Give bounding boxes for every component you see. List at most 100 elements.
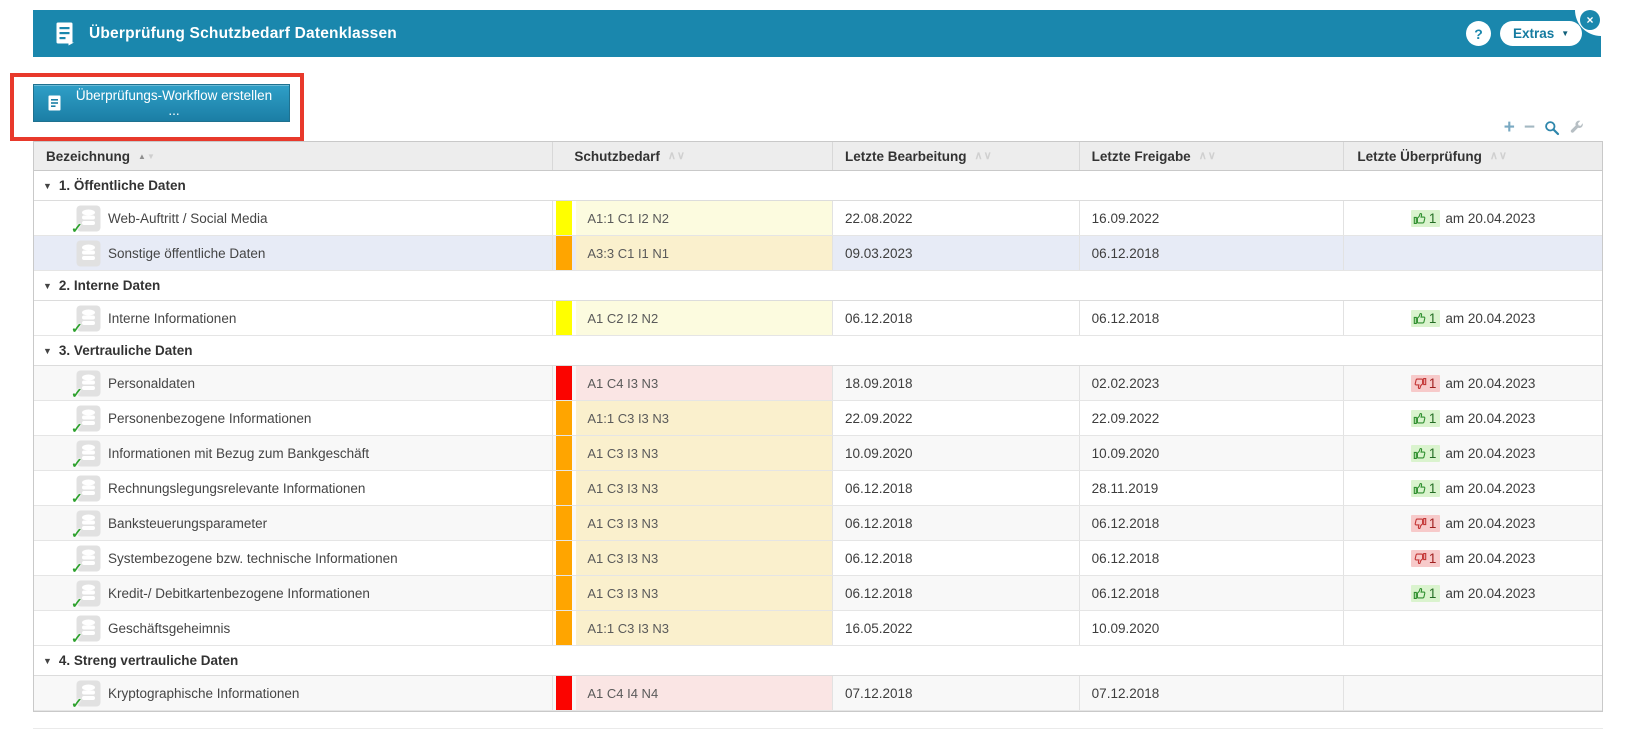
review-date: am 20.04.2023 <box>1445 375 1536 391</box>
letzte-freigabe-cell: 28.11.2019 <box>1080 471 1345 505</box>
document-icon <box>47 94 62 112</box>
remove-icon[interactable]: − <box>1523 117 1535 138</box>
group-row[interactable]: ▼ 3. Vertrauliche Daten <box>34 336 1602 366</box>
data-class-name: Geschäftsgeheimnis <box>108 620 231 636</box>
table-row[interactable]: ✓ Banksteuerungsparameter A1 C3 I3 N3 06.1… <box>34 506 1602 541</box>
thumbs-up-icon <box>1413 447 1426 459</box>
column-header-letzte-freigabe[interactable]: Letzte Freigabe ∧ ∨ <box>1080 142 1345 170</box>
name-cell: ✓ Kryptographische Informationen <box>34 676 554 711</box>
review-count: 1 <box>1428 310 1437 326</box>
extras-button[interactable]: Extras ▼ <box>1500 21 1583 46</box>
data-class-table: Bezeichnung ▲ ▼ Schutzbedarf ∧ ∨ Letzte Be… <box>33 141 1603 712</box>
name-cell: ✓ Web-Auftritt / Social Media <box>34 201 554 236</box>
data-class-name: Kryptographische Informationen <box>108 685 300 701</box>
thumbs-up-icon <box>1413 312 1426 324</box>
column-header-letzte-bearbeitung[interactable]: Letzte Bearbeitung ∧ ∨ <box>833 142 1080 170</box>
thumbs-down-icon <box>1414 552 1427 564</box>
data-class-icon: ✓ <box>71 370 101 401</box>
review-vote-badge: 1 <box>1410 209 1441 227</box>
letzte-ueberpruefung-cell: 1 am 20.04.2023 <box>1344 366 1602 400</box>
wrench-icon[interactable] <box>1569 120 1585 136</box>
table-row[interactable]: ✓ Geschäftsgeheimnis A1:1 C3 I3 N3 16.05.2… <box>34 611 1602 646</box>
table-row[interactable]: Sonstige öffentliche Daten A3:3 C1 I1 N1 0… <box>34 236 1602 271</box>
letzte-freigabe-cell: 06.12.2018 <box>1080 576 1345 610</box>
table-row[interactable]: ✓ Personaldaten A1 C4 I3 N3 18.09.2018 02.0… <box>34 366 1602 401</box>
severity-color-bar <box>556 471 573 505</box>
approved-check-icon: ✓ <box>71 489 83 506</box>
severity-color-bar <box>556 541 573 575</box>
schutzbedarf-cell: A1 C3 I3 N3 <box>553 471 833 505</box>
review-date: am 20.04.2023 <box>1445 585 1536 601</box>
name-cell: Sonstige öffentliche Daten <box>34 236 554 270</box>
data-class-name: Rechnungslegungsrelevante Informationen <box>108 480 366 496</box>
schutzbedarf-cell: A1 C3 I3 N3 <box>553 541 833 575</box>
table-row[interactable]: ✓ Interne Informationen A1 C2 I2 N2 06.12.… <box>34 301 1602 336</box>
data-class-icon: ✓ <box>71 205 101 236</box>
data-class-name: Sonstige öffentliche Daten <box>108 245 266 261</box>
letzte-ueberpruefung-cell: 1 am 20.04.2023 <box>1344 436 1602 470</box>
approved-check-icon: ✓ <box>71 524 83 541</box>
table-header-row: Bezeichnung ▲ ▼ Schutzbedarf ∧ ∨ Letzte Be… <box>34 142 1602 171</box>
table-row[interactable]: ✓ Rechnungslegungsrelevante Informatione… <box>34 471 1602 506</box>
table-row[interactable]: ✓ Kredit-/ Debitkartenbezogene Informati… <box>34 576 1602 611</box>
schutzbedarf-value: A1 C2 I2 N2 <box>576 301 832 335</box>
table-row[interactable]: ✓ Web-Auftritt / Social Media A1:1 C1 I2 … <box>34 201 1602 236</box>
group-row[interactable]: ▼ 2. Interne Daten <box>34 271 1602 301</box>
table-row[interactable]: ✓ Informationen mit Bezug zum Bankgeschä… <box>34 436 1602 471</box>
group-label: 3. Vertrauliche Daten <box>58 343 193 358</box>
data-class-name: Banksteuerungsparameter <box>108 515 268 531</box>
sort-icon: ▲ ▼ <box>138 151 155 161</box>
name-cell: ✓ Geschäftsgeheimnis <box>34 611 554 646</box>
column-label: Letzte Überprüfung <box>1357 148 1482 164</box>
letzte-ueberpruefung-cell: 1 am 20.04.2023 <box>1344 301 1602 335</box>
severity-color-bar <box>556 611 573 645</box>
review-vote-badge: 1 <box>1410 584 1441 602</box>
data-class-name: Informationen mit Bezug zum Bankgeschäft <box>108 445 370 461</box>
window-titlebar: Überprüfung Schutzbedarf Datenklassen ? … <box>33 0 1627 57</box>
table-row[interactable]: ✓ Kryptographische Informationen A1 C4 I4… <box>34 676 1602 711</box>
table-row[interactable]: ✓ Personenbezogene Informationen A1:1 C3 … <box>34 401 1602 436</box>
group-row[interactable]: ▼ 4. Streng vertrauliche Daten <box>34 646 1602 676</box>
table-row[interactable]: ✓ Systembezogene bzw. technische Informa… <box>34 541 1602 576</box>
letzte-ueberpruefung-cell: 1 am 20.04.2023 <box>1344 201 1602 235</box>
search-icon[interactable] <box>1544 120 1560 136</box>
letzte-bearbeitung-cell: 06.12.2018 <box>833 576 1080 610</box>
sort-icon: ∧ ∨ <box>1198 150 1216 162</box>
letzte-ueberpruefung-cell: 1 am 20.04.2023 <box>1344 541 1602 575</box>
page-bottom-divider <box>33 728 1603 729</box>
create-review-workflow-button[interactable]: Überprüfungs-Workflow erstellen ... <box>33 84 290 122</box>
severity-color-bar <box>556 436 573 470</box>
help-button[interactable]: ? <box>1466 21 1491 46</box>
letzte-bearbeitung-cell: 06.12.2018 <box>833 471 1080 505</box>
column-label: Letzte Freigabe <box>1091 148 1191 164</box>
letzte-freigabe-cell: 06.12.2018 <box>1080 541 1345 575</box>
add-icon[interactable]: + <box>1503 117 1515 138</box>
close-button[interactable]: × <box>1580 10 1600 30</box>
review-count: 1 <box>1428 480 1437 496</box>
schutzbedarf-cell: A1 C2 I2 N2 <box>553 301 833 335</box>
name-cell: ✓ Banksteuerungsparameter <box>34 506 554 541</box>
column-header-bezeichnung[interactable]: Bezeichnung ▲ ▼ <box>34 142 554 170</box>
review-count: 1 <box>1428 585 1437 601</box>
letzte-bearbeitung-cell: 07.12.2018 <box>833 676 1080 710</box>
sort-icon: ∧ ∨ <box>974 150 992 162</box>
letzte-freigabe-cell: 07.12.2018 <box>1080 676 1345 710</box>
column-header-schutzbedarf[interactable]: Schutzbedarf ∧ ∨ <box>553 142 833 170</box>
group-row[interactable]: ▼ 1. Öffentliche Daten <box>34 171 1602 201</box>
chevron-down-icon: ▼ <box>1561 29 1570 38</box>
name-cell: ✓ Rechnungslegungsrelevante Informatione… <box>34 471 554 506</box>
schutzbedarf-value: A1 C3 I3 N3 <box>576 506 832 540</box>
column-label: Bezeichnung <box>46 148 131 164</box>
letzte-bearbeitung-cell: 22.09.2022 <box>833 401 1080 435</box>
letzte-freigabe-cell: 06.12.2018 <box>1080 506 1345 540</box>
data-class-name: Systembezogene bzw. technische Informati… <box>108 550 398 566</box>
letzte-freigabe-cell: 10.09.2020 <box>1080 436 1345 470</box>
name-cell: ✓ Personenbezogene Informationen <box>34 401 554 436</box>
severity-color-bar <box>556 506 573 540</box>
data-class-name: Personenbezogene Informationen <box>108 410 312 426</box>
column-header-letzte-ueberpruefung[interactable]: Letzte Überprüfung ∧ ∨ <box>1344 142 1602 170</box>
schutzbedarf-cell: A1:1 C1 I2 N2 <box>553 201 833 235</box>
letzte-bearbeitung-cell: 22.08.2022 <box>833 201 1080 235</box>
schutzbedarf-cell: A1:1 C3 I3 N3 <box>553 401 833 435</box>
table-body: ▼ 1. Öffentliche Daten ✓ Web-Auftritt / S… <box>34 171 1602 711</box>
